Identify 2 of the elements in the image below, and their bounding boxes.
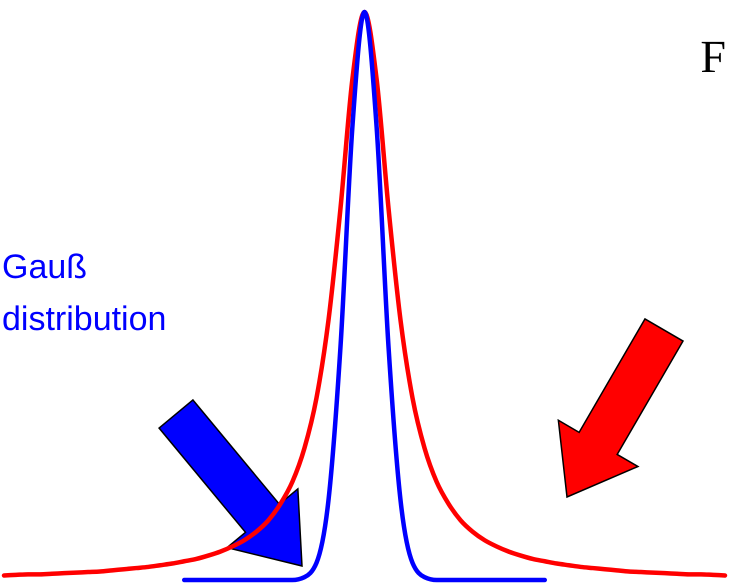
text: Gauß distribution [2,248,166,338]
annotation: F [700,31,726,82]
